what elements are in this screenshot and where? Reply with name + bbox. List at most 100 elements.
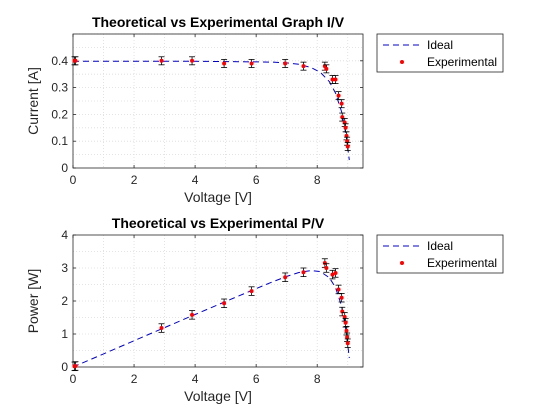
legend-box — [376, 33, 504, 73]
experimental-point — [335, 284, 342, 295]
data-marker — [324, 66, 329, 71]
data-marker — [345, 341, 350, 346]
legend-experimental-label: Experimental — [427, 55, 497, 69]
legend: Ideal Experimental — [376, 33, 504, 73]
experimental-point — [282, 272, 289, 282]
data-marker — [249, 289, 254, 294]
x-axis-label: Voltage [V] — [184, 189, 252, 205]
data-marker — [339, 295, 344, 300]
legend-ideal-label: Ideal — [427, 38, 453, 52]
experimental-point — [344, 142, 351, 151]
experimental-point — [332, 268, 339, 278]
x-axis-label: Voltage [V] — [184, 388, 252, 404]
data-marker — [345, 335, 350, 340]
experimental-point — [338, 293, 345, 303]
experimental-point — [158, 56, 165, 66]
legend-experimental-swatch — [400, 261, 404, 265]
y-axis-label: Power [W] — [25, 269, 41, 334]
y-tick-label: 4 — [61, 228, 68, 242]
data-marker — [222, 61, 227, 66]
experimental-point — [332, 75, 339, 84]
experimental-series — [71, 258, 351, 372]
x-tick-label: 4 — [192, 372, 199, 386]
y-tick-label: 0.2 — [51, 107, 68, 121]
data-marker — [330, 77, 335, 82]
data-marker — [324, 266, 329, 270]
data-marker — [301, 270, 306, 275]
data-marker — [249, 61, 254, 66]
experimental-point — [323, 64, 330, 74]
data-marker — [333, 270, 338, 275]
x-tick-label: 2 — [131, 173, 138, 187]
data-marker — [330, 272, 335, 277]
experimental-point — [221, 59, 228, 68]
experimental-point — [342, 318, 349, 328]
pv-chart-panel: 0 2 4 6 8 0 1 2 3 4 Theoretical vs Experimental P/… — [25, 215, 504, 404]
x-tick-label: 8 — [314, 372, 321, 386]
x-tick-label: 6 — [253, 372, 260, 386]
data-marker — [340, 309, 345, 314]
experimental-point — [300, 267, 307, 277]
experimental-point — [221, 298, 228, 309]
x-tick-label: 6 — [253, 173, 260, 187]
y-tick-label: 0.1 — [51, 134, 68, 148]
legend: Ideal Experimental — [376, 234, 504, 274]
data-marker — [283, 275, 288, 280]
data-marker — [345, 144, 350, 149]
y-tick-label: 1 — [61, 327, 68, 341]
x-tick-label: 0 — [70, 173, 77, 187]
experimental-point — [158, 323, 165, 333]
data-marker — [336, 93, 341, 98]
data-marker — [190, 312, 195, 317]
y-tick-label: 0 — [61, 360, 68, 374]
experimental-point — [329, 269, 336, 280]
experimental-point — [189, 310, 196, 320]
experimental-point — [248, 59, 255, 68]
experimental-point — [282, 59, 289, 68]
data-marker — [159, 326, 164, 331]
data-marker — [336, 287, 341, 292]
data-marker — [301, 64, 306, 69]
experimental-point — [335, 91, 342, 101]
chart-title: Theoretical vs Experimental Graph I/V — [92, 14, 345, 30]
y-tick-label: 0.4 — [51, 54, 68, 68]
x-tick-label: 0 — [70, 372, 77, 386]
data-marker — [73, 364, 78, 369]
y-axis-label: Current [A] — [25, 67, 41, 135]
experimental-point — [300, 61, 307, 71]
legend-ideal-label: Ideal — [427, 239, 453, 253]
data-marker — [222, 301, 227, 306]
experimental-point — [72, 56, 79, 66]
data-marker — [283, 61, 288, 66]
y-tick-label: 2 — [61, 294, 68, 308]
x-tick-label: 8 — [314, 173, 321, 187]
x-tick-label: 4 — [192, 173, 199, 187]
experimental-series — [71, 56, 351, 151]
data-marker — [342, 314, 347, 319]
data-marker — [343, 320, 348, 325]
data-marker — [159, 58, 164, 63]
data-marker — [343, 125, 348, 130]
axes-box — [72, 33, 364, 169]
experimental-point — [343, 326, 350, 336]
y-tick-label: 0 — [61, 161, 68, 175]
experimental-point — [338, 99, 345, 109]
experimental-point — [72, 361, 79, 371]
x-tick-label: 2 — [131, 372, 138, 386]
legend-experimental-label: Experimental — [427, 256, 497, 270]
legend-box — [376, 234, 504, 274]
experimental-point — [189, 56, 196, 66]
legend-experimental-swatch — [400, 60, 404, 64]
data-marker — [333, 77, 338, 82]
y-tick-label: 3 — [61, 261, 68, 275]
experimental-point — [323, 263, 330, 273]
y-tick-label: 0.3 — [51, 81, 68, 95]
data-marker — [344, 328, 349, 333]
iv-chart-panel: 0 2 4 6 8 0 0.1 0.2 0.3 0.4 Theoretical vs Experim… — [25, 14, 504, 205]
chart-title: Theoretical vs Experimental P/V — [112, 215, 325, 231]
data-marker — [339, 101, 344, 106]
experimental-point — [344, 332, 351, 342]
experimental-point — [248, 286, 255, 296]
data-marker — [190, 58, 195, 63]
